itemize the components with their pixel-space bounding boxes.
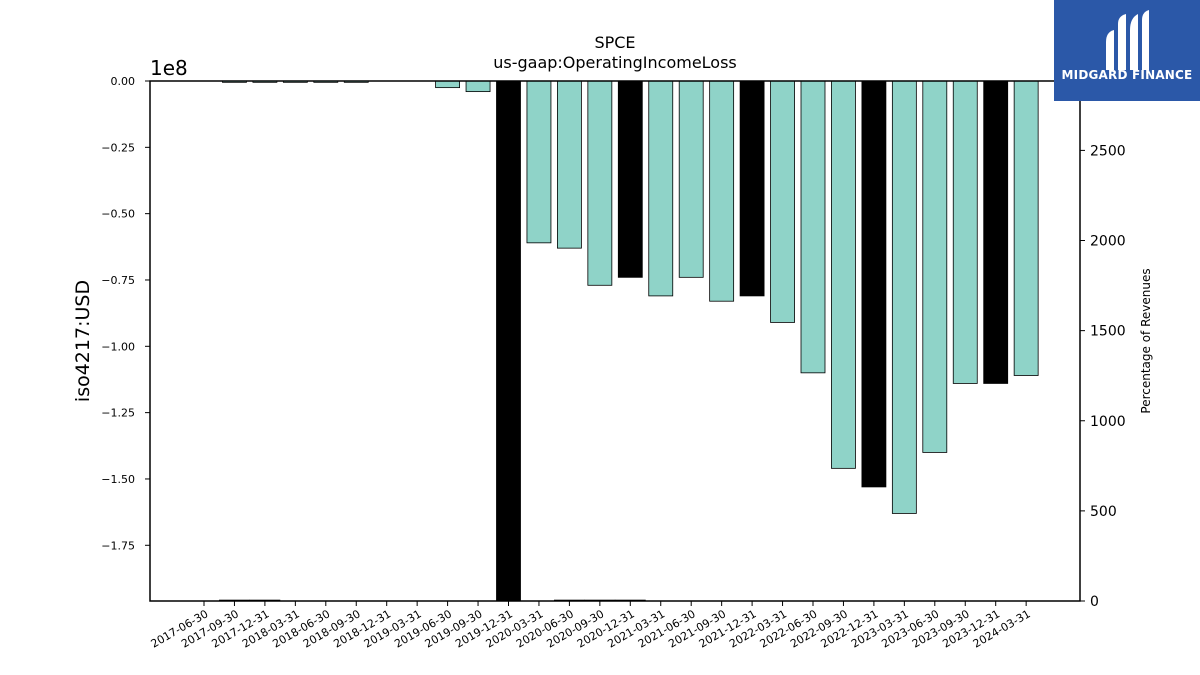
midgard-logo-icon bbox=[1106, 10, 1149, 70]
y-ticks-group: 0.00 −0.25 −0.50 −0.75 −1.00 −1.25 −1.50 −1.75 bbox=[101, 75, 150, 552]
x-ticks-group: 2017-06-302017-09-302017-12-312018-03-31… bbox=[149, 601, 1033, 651]
plot-frame bbox=[149, 80, 1081, 602]
bar-2023-12-31 bbox=[983, 80, 1009, 384]
y-tick-label: −1.25 bbox=[101, 407, 135, 420]
y2-tick-label: 1500 bbox=[1090, 324, 1126, 340]
midgard-finance-logo: MIDGARD FINANCE bbox=[1054, 0, 1200, 101]
y-tick-label: −1.75 bbox=[101, 539, 135, 552]
bar-2022-03-31 bbox=[770, 80, 795, 323]
y-tick-label: −0.75 bbox=[101, 274, 135, 287]
y-tick-label: 0.00 bbox=[111, 75, 136, 88]
bar-2021-06-30 bbox=[678, 80, 704, 278]
y-offset-text: 1e8 bbox=[150, 56, 188, 80]
chart-subtitle: us-gaap:OperatingIncomeLoss bbox=[493, 53, 737, 72]
y-axis-label: iso4217:USD bbox=[72, 280, 94, 402]
bar-2020-03-31 bbox=[526, 80, 552, 244]
y2-ticks-group: 0 500 1000 1500 2000 2500 bbox=[1080, 143, 1126, 610]
bars-group bbox=[222, 80, 1039, 602]
bar-2020-12-31 bbox=[617, 80, 643, 278]
y2-tick-label: 2500 bbox=[1090, 143, 1126, 159]
bar-2019-09-30 bbox=[465, 80, 491, 93]
bar-2023-03-31 bbox=[891, 80, 917, 514]
bar-2020-06-30 bbox=[557, 80, 582, 249]
bar-2020-09-30 bbox=[587, 80, 613, 286]
bar-2022-09-30 bbox=[831, 80, 856, 469]
bar-2024-03-31 bbox=[1013, 80, 1039, 376]
bar-2019-06-30 bbox=[435, 80, 461, 89]
bar-2022-06-30 bbox=[800, 80, 826, 374]
y2-tick-label: 0 bbox=[1090, 594, 1099, 610]
y2-axis-label: Percentage of Revenues bbox=[1139, 268, 1153, 413]
y-tick-label: −0.25 bbox=[101, 141, 135, 154]
logo-text: MIDGARD FINANCE bbox=[1061, 68, 1193, 82]
y2-tick-label: 500 bbox=[1090, 504, 1117, 520]
y2-tick-label: 2000 bbox=[1090, 234, 1126, 250]
y-tick-label: −0.50 bbox=[101, 208, 135, 221]
bar-2023-06-30 bbox=[922, 80, 948, 453]
bar-2021-09-30 bbox=[709, 80, 735, 302]
chart-title: SPCE bbox=[594, 33, 635, 52]
bar-2021-03-31 bbox=[648, 80, 674, 297]
y-tick-label: −1.50 bbox=[101, 473, 135, 486]
bar-2019-12-31 bbox=[496, 80, 521, 602]
y2-tick-label: 1000 bbox=[1090, 414, 1126, 430]
bar-2023-09-30 bbox=[952, 80, 978, 384]
bar-2021-12-31 bbox=[739, 80, 765, 297]
bar-2022-12-31 bbox=[861, 80, 887, 488]
y-tick-label: −1.00 bbox=[101, 340, 135, 353]
